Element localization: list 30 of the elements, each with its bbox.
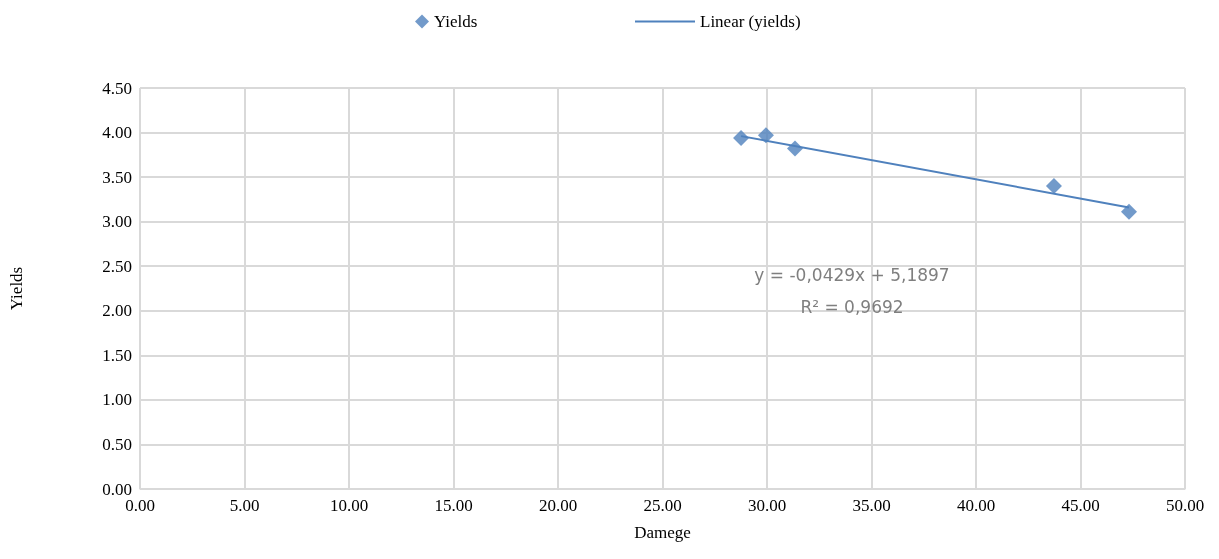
y-tick-label: 2.00	[102, 301, 132, 321]
y-tick-label: 0.50	[102, 434, 132, 454]
y-tick-label: 4.50	[102, 78, 132, 98]
legend-label: Yields	[434, 12, 478, 31]
legend-label: Linear (yields)	[700, 12, 801, 31]
annotation: R² = 0,9692	[800, 297, 904, 317]
x-tick-label: 45.00	[1061, 496, 1100, 515]
y-tick-label: 3.50	[102, 167, 132, 187]
y-tick-label: 1.50	[102, 345, 132, 365]
x-tick-label: 35.00	[852, 496, 891, 515]
y-tick-label: 0.00	[102, 479, 132, 499]
x-tick-label: 40.00	[956, 496, 996, 515]
x-tick-label: 10.00	[329, 496, 369, 515]
y-axis-title: Yields	[7, 266, 26, 311]
x-tick-label: 50.00	[1165, 496, 1205, 515]
x-tick-label: 25.00	[643, 496, 682, 515]
x-tick-label: 5.00	[229, 496, 260, 515]
y-tick-label: 3.00	[102, 212, 132, 232]
point	[1045, 178, 1062, 195]
x-tick-label: 0.00	[125, 496, 155, 515]
point	[1120, 203, 1137, 220]
point	[757, 127, 774, 144]
y-tick-label: 2.50	[102, 256, 132, 276]
y-tick-label: 1.00	[102, 390, 132, 410]
annotation: y = -0,0429x + 5,1897	[754, 265, 950, 285]
x-tick-label: 30.00	[747, 496, 787, 515]
y-tick-label: 4.00	[102, 123, 132, 143]
x-axis-title: Damege	[634, 523, 691, 542]
x-tick-label: 20.00	[538, 496, 578, 515]
x-tick-label: 15.00	[434, 496, 473, 515]
